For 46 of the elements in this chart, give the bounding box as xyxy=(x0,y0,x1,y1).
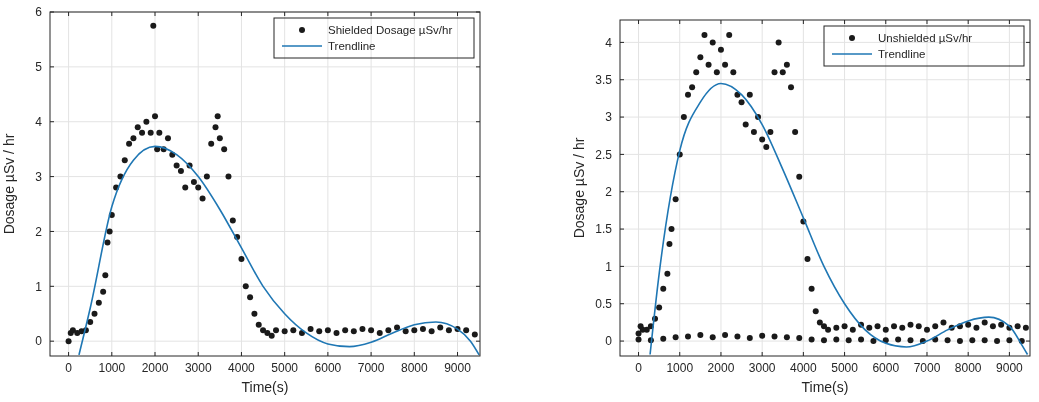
x-tick-label: 2000 xyxy=(141,361,169,375)
x-tick-label: 2000 xyxy=(707,361,735,375)
y-tick-label: 4 xyxy=(35,114,43,129)
line-series xyxy=(78,145,480,356)
x-tick-label: 5000 xyxy=(271,361,299,375)
x-tick-label: 5000 xyxy=(831,361,859,375)
x-axis-title: Time(s) xyxy=(801,379,849,395)
x-tick-label: 8000 xyxy=(400,361,428,375)
y-tick-label: 2 xyxy=(35,224,43,239)
y-tick-label: 0 xyxy=(35,334,43,349)
y-tick-label: 0.5 xyxy=(595,296,613,311)
y-tick-label: 0 xyxy=(605,334,613,349)
x-tick-label: 7000 xyxy=(913,361,941,375)
x-tick-label: 3000 xyxy=(748,361,776,375)
y-axis-title: Dosage µSv / hr xyxy=(1,133,17,235)
y-tick-label: 1.5 xyxy=(595,222,613,237)
y-tick-label: 1 xyxy=(35,279,43,294)
x-tick-label: 6000 xyxy=(314,361,342,375)
line-series xyxy=(649,82,1029,356)
x-tick-label: 0 xyxy=(635,361,643,375)
x-tick-label: 6000 xyxy=(872,361,900,375)
x-tick-label: 4000 xyxy=(790,361,818,375)
x-axis-title: Time(s) xyxy=(241,379,289,395)
x-tick-label: 7000 xyxy=(357,361,385,375)
x-tick-label: 0 xyxy=(65,361,73,375)
x-tick-label: 1000 xyxy=(98,361,126,375)
y-tick-label: 3.5 xyxy=(595,72,613,87)
y-tick-label: 3 xyxy=(35,169,43,184)
x-tick-label: 3000 xyxy=(184,361,212,375)
x-tick-label: 9000 xyxy=(444,361,472,375)
x-tick-label: 1000 xyxy=(666,361,694,375)
y-tick-label: 1 xyxy=(605,259,613,274)
x-tick-label: 9000 xyxy=(996,361,1024,375)
y-tick-label: 5 xyxy=(35,60,43,75)
legend-label: Unshielded µSv/hr xyxy=(878,32,973,45)
legend-label: Trendline xyxy=(328,40,376,53)
x-tick-label: 4000 xyxy=(228,361,256,375)
y-axis-title: Dosage µSv / hr xyxy=(571,137,587,239)
y-tick-label: 2.5 xyxy=(595,147,613,162)
y-tick-label: 2 xyxy=(605,184,613,199)
legend-label: Shielded Dosage µSv/hr xyxy=(328,24,453,37)
y-tick-label: 4 xyxy=(605,35,613,50)
legend-label: Trendline xyxy=(878,48,926,61)
x-tick-label: 8000 xyxy=(954,361,982,375)
y-tick-label: 6 xyxy=(35,5,43,20)
y-tick-label: 3 xyxy=(605,110,613,125)
